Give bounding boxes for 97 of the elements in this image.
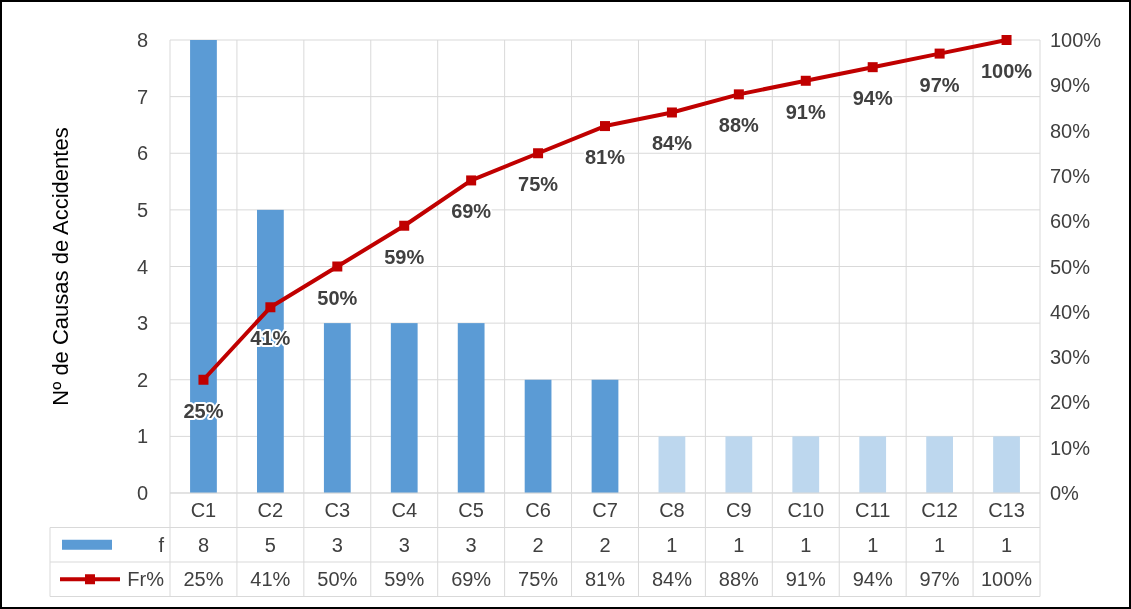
- data-label: 5: [264, 533, 276, 556]
- data-label: 69%: [451, 568, 492, 591]
- y2-tick-label: 10%: [1050, 436, 1091, 459]
- bar: [390, 323, 418, 493]
- point: [332, 261, 343, 272]
- text: 100%: [980, 60, 1033, 82]
- data-label: 75%: [518, 568, 559, 591]
- data-label: 1: [800, 533, 812, 556]
- text: 75%: [518, 173, 559, 196]
- bar: [591, 379, 619, 493]
- point: [265, 302, 276, 313]
- y-axis-title: Nº de Causas de Accidentes: [48, 127, 73, 406]
- bar: [725, 436, 753, 493]
- data-label: 94%: [852, 568, 893, 591]
- data-label: 50%: [317, 568, 358, 591]
- text: 50%: [317, 286, 358, 309]
- data-label: 2: [532, 533, 544, 556]
- legend-label: f: [158, 533, 165, 556]
- x-tick-label: C8: [659, 499, 685, 522]
- x-tick-label: C1: [190, 499, 217, 522]
- data-label: 88%: [718, 568, 760, 591]
- legend-label: Fr%: [127, 568, 165, 591]
- bar: [859, 436, 887, 493]
- point: [198, 374, 209, 385]
- bar: [993, 436, 1020, 493]
- x-tick-label: C3: [324, 499, 351, 522]
- y2-tick-label: 70%: [1050, 164, 1091, 187]
- y-tick-label: 5: [136, 198, 148, 221]
- y2-tick-label: 30%: [1050, 346, 1091, 369]
- y-tick-label: 2: [136, 368, 148, 391]
- data-label: 59%: [384, 568, 425, 591]
- point: [600, 121, 610, 132]
- bar: [926, 436, 953, 493]
- data-label: 25%: [183, 568, 224, 591]
- data-label: 1: [666, 533, 678, 556]
- data-label: 97%: [919, 568, 960, 591]
- text: 84%: [651, 132, 692, 155]
- text: 88%: [718, 114, 759, 137]
- x-tick-label: C12: [921, 499, 958, 522]
- y-tick-label: 4: [136, 255, 148, 278]
- y-tick-label: 3: [136, 312, 148, 335]
- y2-tick-label: 50%: [1050, 255, 1091, 278]
- data-label: 100%: [980, 568, 1033, 591]
- x-tick-label: C7: [592, 499, 618, 522]
- y-tick-label: 1: [136, 425, 148, 448]
- point: [666, 107, 677, 118]
- x-tick-label: C5: [458, 499, 484, 522]
- data-label: 1: [733, 533, 745, 556]
- bar: [658, 436, 686, 493]
- y-tick-label: 6: [136, 142, 148, 165]
- bar: [792, 436, 820, 493]
- data-label: 91%: [785, 568, 826, 591]
- point: [800, 75, 811, 86]
- data-label: 1: [1000, 533, 1013, 556]
- point: [533, 148, 544, 159]
- y2-tick-label: 0%: [1050, 482, 1080, 504]
- x-tick-label: C13: [988, 499, 1025, 522]
- point: [399, 220, 410, 231]
- data-label: 1: [934, 533, 946, 556]
- x-tick-label: C4: [391, 499, 418, 522]
- y-tick-label: 7: [136, 85, 148, 108]
- y2-tick-label: 90%: [1050, 74, 1091, 97]
- x-tick-label: C11: [855, 499, 891, 522]
- data-label: 3: [331, 533, 343, 556]
- data-label: 2: [599, 533, 611, 556]
- text: 59%: [384, 245, 425, 268]
- point: [1001, 35, 1012, 45]
- y2-tick-label: 40%: [1050, 300, 1091, 323]
- x-tick-label: C2: [257, 499, 284, 522]
- data-label: 1: [867, 533, 879, 556]
- x-tick-label: C10: [787, 499, 825, 522]
- text: 94%: [852, 87, 893, 110]
- y2-tick-label: 20%: [1050, 391, 1091, 414]
- x-tick-label: C6: [525, 499, 551, 522]
- bar: [524, 379, 552, 493]
- text: 97%: [919, 73, 960, 96]
- data-label: 84%: [651, 568, 693, 591]
- text: 81%: [584, 146, 626, 169]
- point: [466, 175, 477, 186]
- data-label: 3: [398, 533, 410, 556]
- y-tick-label: 0: [136, 482, 148, 504]
- data-label: 81%: [584, 568, 626, 591]
- text: 69%: [451, 200, 492, 223]
- bar: [323, 323, 351, 493]
- y-tick-label: 8: [136, 29, 148, 51]
- x-tick-label: C9: [726, 499, 752, 522]
- point: [867, 62, 878, 73]
- data-label: 8: [197, 533, 210, 556]
- y2-tick-label: 100%: [1050, 29, 1102, 51]
- text: 91%: [785, 100, 826, 123]
- point: [733, 89, 744, 100]
- bar: [457, 323, 485, 493]
- y2-tick-label: 60%: [1050, 210, 1091, 233]
- y2-tick-label: 80%: [1050, 119, 1091, 142]
- data-label: 3: [465, 533, 477, 556]
- data-label: 41%: [250, 568, 291, 591]
- point: [934, 48, 945, 59]
